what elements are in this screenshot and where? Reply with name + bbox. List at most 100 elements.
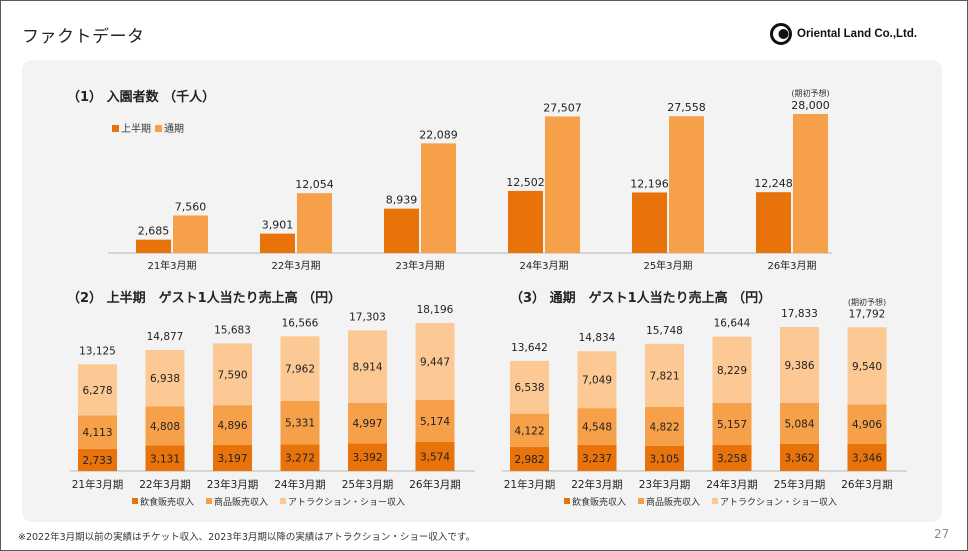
chart1-category-label-0: 21年3月期: [147, 259, 196, 272]
chart2-seg-1-1: [145, 406, 185, 446]
chart2-seg-label-2-2: 7,590: [217, 369, 247, 381]
chart3-seg-0-1: [577, 444, 617, 471]
chart2-category-label-3: 24年3月期: [274, 478, 326, 491]
chart3-total-label-3: 16,644: [714, 318, 751, 330]
chart1-value-label-0-2: 8,939: [386, 194, 418, 207]
chart2-seg-2-3: [280, 336, 320, 402]
chart2-total-label-1: 14,877: [147, 331, 184, 343]
chart1-bar-0-3: [508, 190, 543, 253]
chart2-seg-label-1-1: 4,808: [150, 421, 180, 433]
chart2-seg-1-2: [213, 405, 252, 445]
chart1-value-label-1-3: 27,507: [543, 101, 582, 114]
chart2-seg-label-1-0: 4,113: [82, 427, 112, 439]
chart3-seg-2-0: [510, 360, 549, 414]
chart1-category-label-5: 26年3月期: [767, 259, 816, 272]
chart1-value-label-1-5: 28,000: [791, 99, 830, 112]
chart1-category-label-4: 25年3月期: [643, 259, 692, 272]
chart3-seg-label-0-2: 3,105: [649, 453, 679, 465]
chart2-seg-2-0: [78, 364, 117, 416]
chart2-seg-0-2: [213, 444, 252, 471]
chart3-seg-label-1-5: 4,906: [852, 419, 882, 431]
chart3-category-label-0: 21年3月期: [504, 478, 556, 491]
chart1-bar-0-4: [632, 192, 667, 253]
chart1-bar-1-0: [173, 215, 208, 253]
chart2-total-label-4: 17,303: [349, 311, 386, 323]
chart1-bar-1-2: [421, 143, 456, 253]
chart2-seg-1-0: [78, 415, 117, 449]
chart1-legend-label-0: 上半期: [121, 122, 151, 135]
chart2-seg-label-0-2: 3,197: [217, 453, 247, 465]
chart3-total-label-4: 17,833: [781, 308, 818, 320]
chart1-value-label-0-1: 3,901: [262, 219, 294, 232]
chart2-seg-label-2-5: 9,447: [420, 356, 450, 368]
chart3-total-label-2: 15,748: [646, 325, 683, 337]
chart2-seg-1-3: [280, 401, 320, 445]
chart3-seg-0-2: [645, 445, 684, 471]
chart2-total-label-0: 13,125: [79, 345, 116, 357]
chart1-value-label-0-3: 12,502: [506, 176, 545, 189]
chart2-seg-label-0-3: 3,272: [285, 453, 315, 465]
chart2-seg-label-1-5: 5,174: [420, 416, 450, 428]
chart1-bar-0-2: [384, 208, 419, 253]
chart3-legend-label-1: 商品販売収入: [646, 496, 700, 508]
chart3-seg-0-4: [780, 443, 819, 471]
chart2-seg-0-5: [415, 441, 455, 471]
chart2-seg-0-3: [280, 444, 320, 471]
chart1-title: （1） 入園者数 （千人）: [67, 89, 215, 105]
chart1-category-label-1: 22年3月期: [271, 259, 320, 272]
chart2-legend-label-2: アトラクション・ショー収入: [288, 496, 405, 508]
chart3-seg-label-1-3: 5,157: [717, 419, 747, 431]
chart1-legend-swatch-0: [112, 125, 119, 132]
chart2-seg-2-4: [348, 330, 387, 403]
page-number: 27: [934, 527, 950, 541]
chart2-seg-0-1: [145, 445, 185, 471]
chart2-seg-0-4: [348, 443, 387, 471]
chart1-category-label-2: 23年3月期: [395, 259, 444, 272]
chart1-bar-1-3: [545, 116, 580, 254]
chart3-seg-1-5: [847, 404, 887, 444]
chart2-title: （2） 上半期 ゲスト1人当たり売上高 （円）: [67, 290, 341, 306]
footnote: ※2022年3月期以前の実績はチケット収入、2023年3月期以降の実績はアトラク…: [18, 532, 475, 543]
chart3-seg-1-2: [645, 406, 684, 446]
logo-mark-icon: [770, 23, 792, 45]
chart2-seg-label-1-2: 4,896: [217, 420, 247, 432]
chart3-seg-2-2: [645, 343, 684, 407]
chart3-legend-swatch-1: [638, 498, 644, 504]
chart1-bar-0-1: [260, 233, 295, 253]
chart1-value-label-1-2: 22,089: [419, 128, 458, 141]
chart2-total-label-2: 15,683: [214, 324, 251, 336]
chart1-legend-label-1: 通期: [164, 123, 184, 135]
chart2-seg-label-0-5: 3,574: [420, 451, 450, 463]
chart3-legend-swatch-2: [712, 498, 718, 504]
chart1-bar-0-0: [136, 239, 171, 253]
chart3-seg-label-2-5: 9,540: [852, 361, 882, 373]
chart1-value-label-1-1: 12,054: [295, 178, 334, 191]
chart2-seg-2-2: [213, 343, 252, 406]
chart1-value-label-0-5: 12,248: [754, 177, 793, 190]
chart1-bar-0-5: [756, 192, 791, 253]
chart3-seg-label-2-2: 7,821: [649, 370, 679, 382]
chart1-category-label-3: 24年3月期: [519, 259, 568, 272]
chart1-legend-swatch-1: [155, 125, 162, 132]
chart3-total-label-1: 14,834: [579, 332, 616, 344]
chart1-value-label-0-0: 2,685: [138, 225, 170, 238]
chart3-legend-label-0: 飲食販売収入: [572, 496, 626, 508]
chart2-legend-swatch-0: [132, 498, 138, 504]
chart2-legend-label-0: 飲食販売収入: [140, 496, 194, 508]
chart3-seg-label-1-2: 4,822: [649, 421, 679, 433]
chart2-seg-1-5: [415, 399, 455, 442]
chart3-seg-label-0-0: 2,982: [514, 454, 544, 466]
chart2-category-label-1: 22年3月期: [139, 478, 191, 491]
chart3-seg-label-1-0: 4,122: [514, 425, 544, 437]
chart3-seg-label-0-5: 3,346: [852, 452, 882, 464]
chart2-seg-label-2-3: 7,962: [285, 364, 315, 376]
chart3-category-label-1: 22年3月期: [571, 478, 623, 491]
company-logo: Oriental Land Co.,Ltd.: [770, 20, 917, 48]
chart2-category-label-4: 25年3月期: [342, 478, 394, 491]
chart3-title: （3） 通期 ゲスト1人当たり売上高 （円）: [510, 290, 771, 306]
chart3-forecast-note: (期初予想): [848, 297, 886, 307]
chart3-seg-1-3: [712, 403, 752, 445]
chart2-total-label-3: 16,566: [282, 317, 319, 329]
chart2-seg-label-1-4: 4,997: [352, 418, 382, 430]
